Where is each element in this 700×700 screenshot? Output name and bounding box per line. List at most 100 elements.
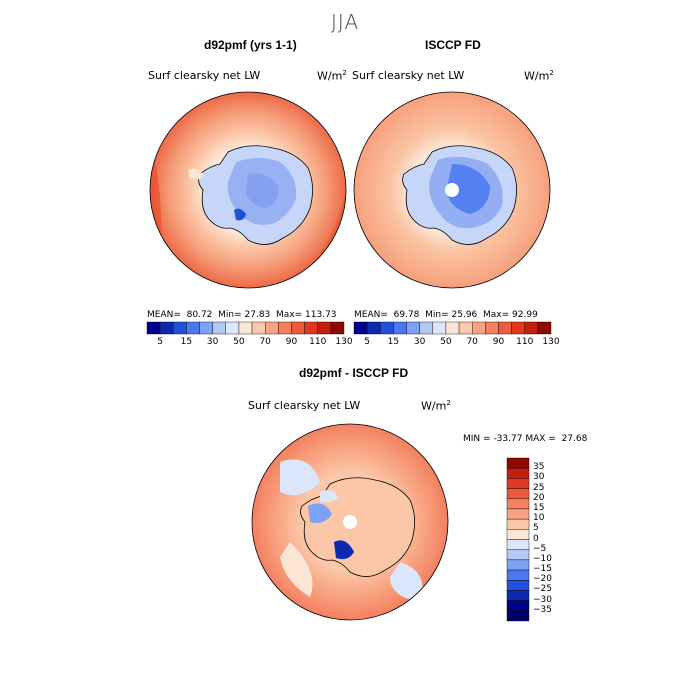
panel1-colorbar-tick-label: 130 (335, 337, 353, 347)
panel2-colorbar (353, 321, 552, 335)
diff-colorbar-swatch (506, 549, 530, 561)
panel1-colorbar-swatch (264, 321, 279, 335)
panel2-colorbar-tick-label: 30 (413, 337, 426, 347)
diff-colorbar (506, 457, 530, 622)
panel1-colorbar-swatch (146, 321, 161, 335)
panel1-colorbar-tick-label: 30 (206, 337, 219, 347)
diff-colorbar-swatch (506, 457, 530, 469)
diff-colorbar-tick-label: −30 (533, 594, 552, 605)
diff-units: W/m2 (421, 399, 451, 413)
panel2-colorbar-ticks: 5 15 30 50 70 90 110 130 (354, 337, 559, 349)
panel1-colorbar-tick-label: 70 (259, 337, 271, 347)
panel1-colorbar-tick-label: 5 (157, 337, 163, 347)
panel1-colorbar-tick-label: 15 (180, 337, 193, 347)
diff-colorbar-tick-label: 10 (533, 513, 545, 524)
panel2-colorbar-swatch (485, 321, 499, 335)
panel2-colorbar-swatch (445, 321, 460, 335)
diff-colorbar-swatch (506, 559, 530, 571)
panel1-colorbar-swatch (330, 321, 345, 335)
diff-colorbar-swatch (506, 600, 530, 612)
diff-colorbar-ticks: 35 30 25 20 15 10 5 0 −5 −10 −15 −20 −25 −30 −35 (533, 458, 573, 621)
diff-colorbar-swatch (506, 610, 530, 622)
panel2-map (353, 91, 551, 289)
panel2-variable: Surf clearsky net LW (352, 69, 465, 82)
panel1-colorbar-swatch (173, 321, 187, 335)
panel2-colorbar-swatch (524, 321, 539, 335)
panel2-pole-hole (445, 183, 459, 197)
diff-colorbar-swatch (506, 580, 530, 591)
panel2-colorbar-swatch (353, 321, 368, 335)
diff-colorbar-tick-label: −25 (533, 584, 552, 595)
diff-colorbar-swatch (506, 518, 530, 530)
panel1-colorbar-swatch (291, 321, 305, 335)
panel1-colorbar-tick-label: 90 (285, 337, 298, 347)
panel1-colorbar-swatch (159, 321, 174, 335)
panel1-colorbar-tick-label: 110 (309, 337, 327, 347)
panel1-map (149, 91, 347, 289)
diff-colorbar-swatch (506, 539, 530, 550)
diff-colorbar-tick-label: 0 (533, 533, 539, 544)
diff-colorbar-swatch (506, 529, 530, 540)
panel1-colorbar-swatch (212, 321, 226, 335)
diff-colorbar-swatch (506, 508, 530, 520)
panel1-colorbar-swatch (304, 321, 318, 335)
panel2-colorbar-tick-label: 130 (542, 337, 560, 347)
panel2-colorbar-swatch (511, 321, 525, 335)
panel2-colorbar-swatch (393, 321, 407, 335)
panel1-colorbar (146, 321, 345, 335)
diff-pole-hole (343, 515, 357, 529)
diff-colorbar-tick-label: −15 (533, 564, 552, 575)
panel1-units: W/m2 (317, 69, 347, 83)
diff-colorbar-swatch (506, 590, 530, 601)
panel2-colorbar-tick-label: 90 (492, 337, 505, 347)
panel2-colorbar-tick-label: 110 (516, 337, 534, 347)
diff-colorbar-tick-label: 35 (533, 462, 545, 473)
diff-colorbar-tick-label: 5 (533, 523, 539, 534)
diff-antarctica (300, 477, 415, 577)
panel2-stats: MEAN= 69.78 Min= 25.96 Max= 92.99 (354, 310, 538, 320)
panel2-colorbar-tick-label: 50 (440, 337, 452, 347)
diff-colorbar-tick-label: 30 (533, 472, 545, 483)
diff-colorbar-tick-label: −20 (533, 574, 552, 585)
diff-variable: Surf clearsky net LW (248, 399, 361, 412)
panel2-colorbar-swatch (380, 321, 394, 335)
panel2-colorbar-swatch (432, 321, 447, 335)
diff-colorbar-tick-label: −10 (533, 553, 552, 564)
panel1-colorbar-tick-label: 50 (233, 337, 245, 347)
panel2-colorbar-swatch (458, 321, 473, 335)
panel1-colorbar-swatch (278, 321, 292, 335)
diff-colorbar-tick-label: −5 (533, 543, 547, 554)
panel2-colorbar-swatch (471, 321, 486, 335)
diff-colorbar-swatch (506, 488, 530, 499)
panel2-colorbar-tick-label: 15 (387, 337, 400, 347)
panel2-colorbar-swatch (498, 321, 512, 335)
panel1-colorbar-swatch (238, 321, 253, 335)
diff-colorbar-swatch (506, 498, 530, 510)
panel1-colorbar-swatch (251, 321, 266, 335)
diff-map (251, 423, 449, 621)
season-title: JJA (331, 10, 360, 34)
panel2-colorbar-swatch (537, 321, 552, 335)
panel2-colorbar-tick-label: 70 (466, 337, 478, 347)
panel1-title: d92pmf (yrs 1-1) (204, 38, 297, 52)
diff-colorbar-swatch (506, 467, 530, 479)
diff-minmax: MIN = -33.77 MAX = 27.68 (463, 434, 588, 444)
panel1-colorbar-swatch (225, 321, 240, 335)
panel2-title: ISCCP FD (425, 38, 481, 52)
panel2-units: W/m2 (524, 69, 554, 83)
panel2-colorbar-tick-label: 5 (364, 337, 370, 347)
panel2-colorbar-swatch (406, 321, 420, 335)
diff-colorbar-tick-label: 15 (533, 502, 545, 513)
panel2-colorbar-swatch (366, 321, 381, 335)
diff-colorbar-swatch (506, 569, 530, 581)
panel1-colorbar-swatch (317, 321, 332, 335)
diff-colorbar-tick-label: 25 (533, 482, 545, 493)
diff-title: d92pmf - ISCCP FD (299, 366, 409, 380)
panel1-stats: MEAN= 80.72 Min= 27.83 Max= 113.73 (147, 310, 337, 320)
panel2-colorbar-swatch (419, 321, 433, 335)
diff-colorbar-swatch (506, 478, 530, 489)
panel1-variable: Surf clearsky net LW (148, 69, 261, 82)
diff-colorbar-tick-label: 20 (533, 492, 545, 503)
panel1-colorbar-swatch (199, 321, 213, 335)
panel1-colorbar-swatch (186, 321, 200, 335)
